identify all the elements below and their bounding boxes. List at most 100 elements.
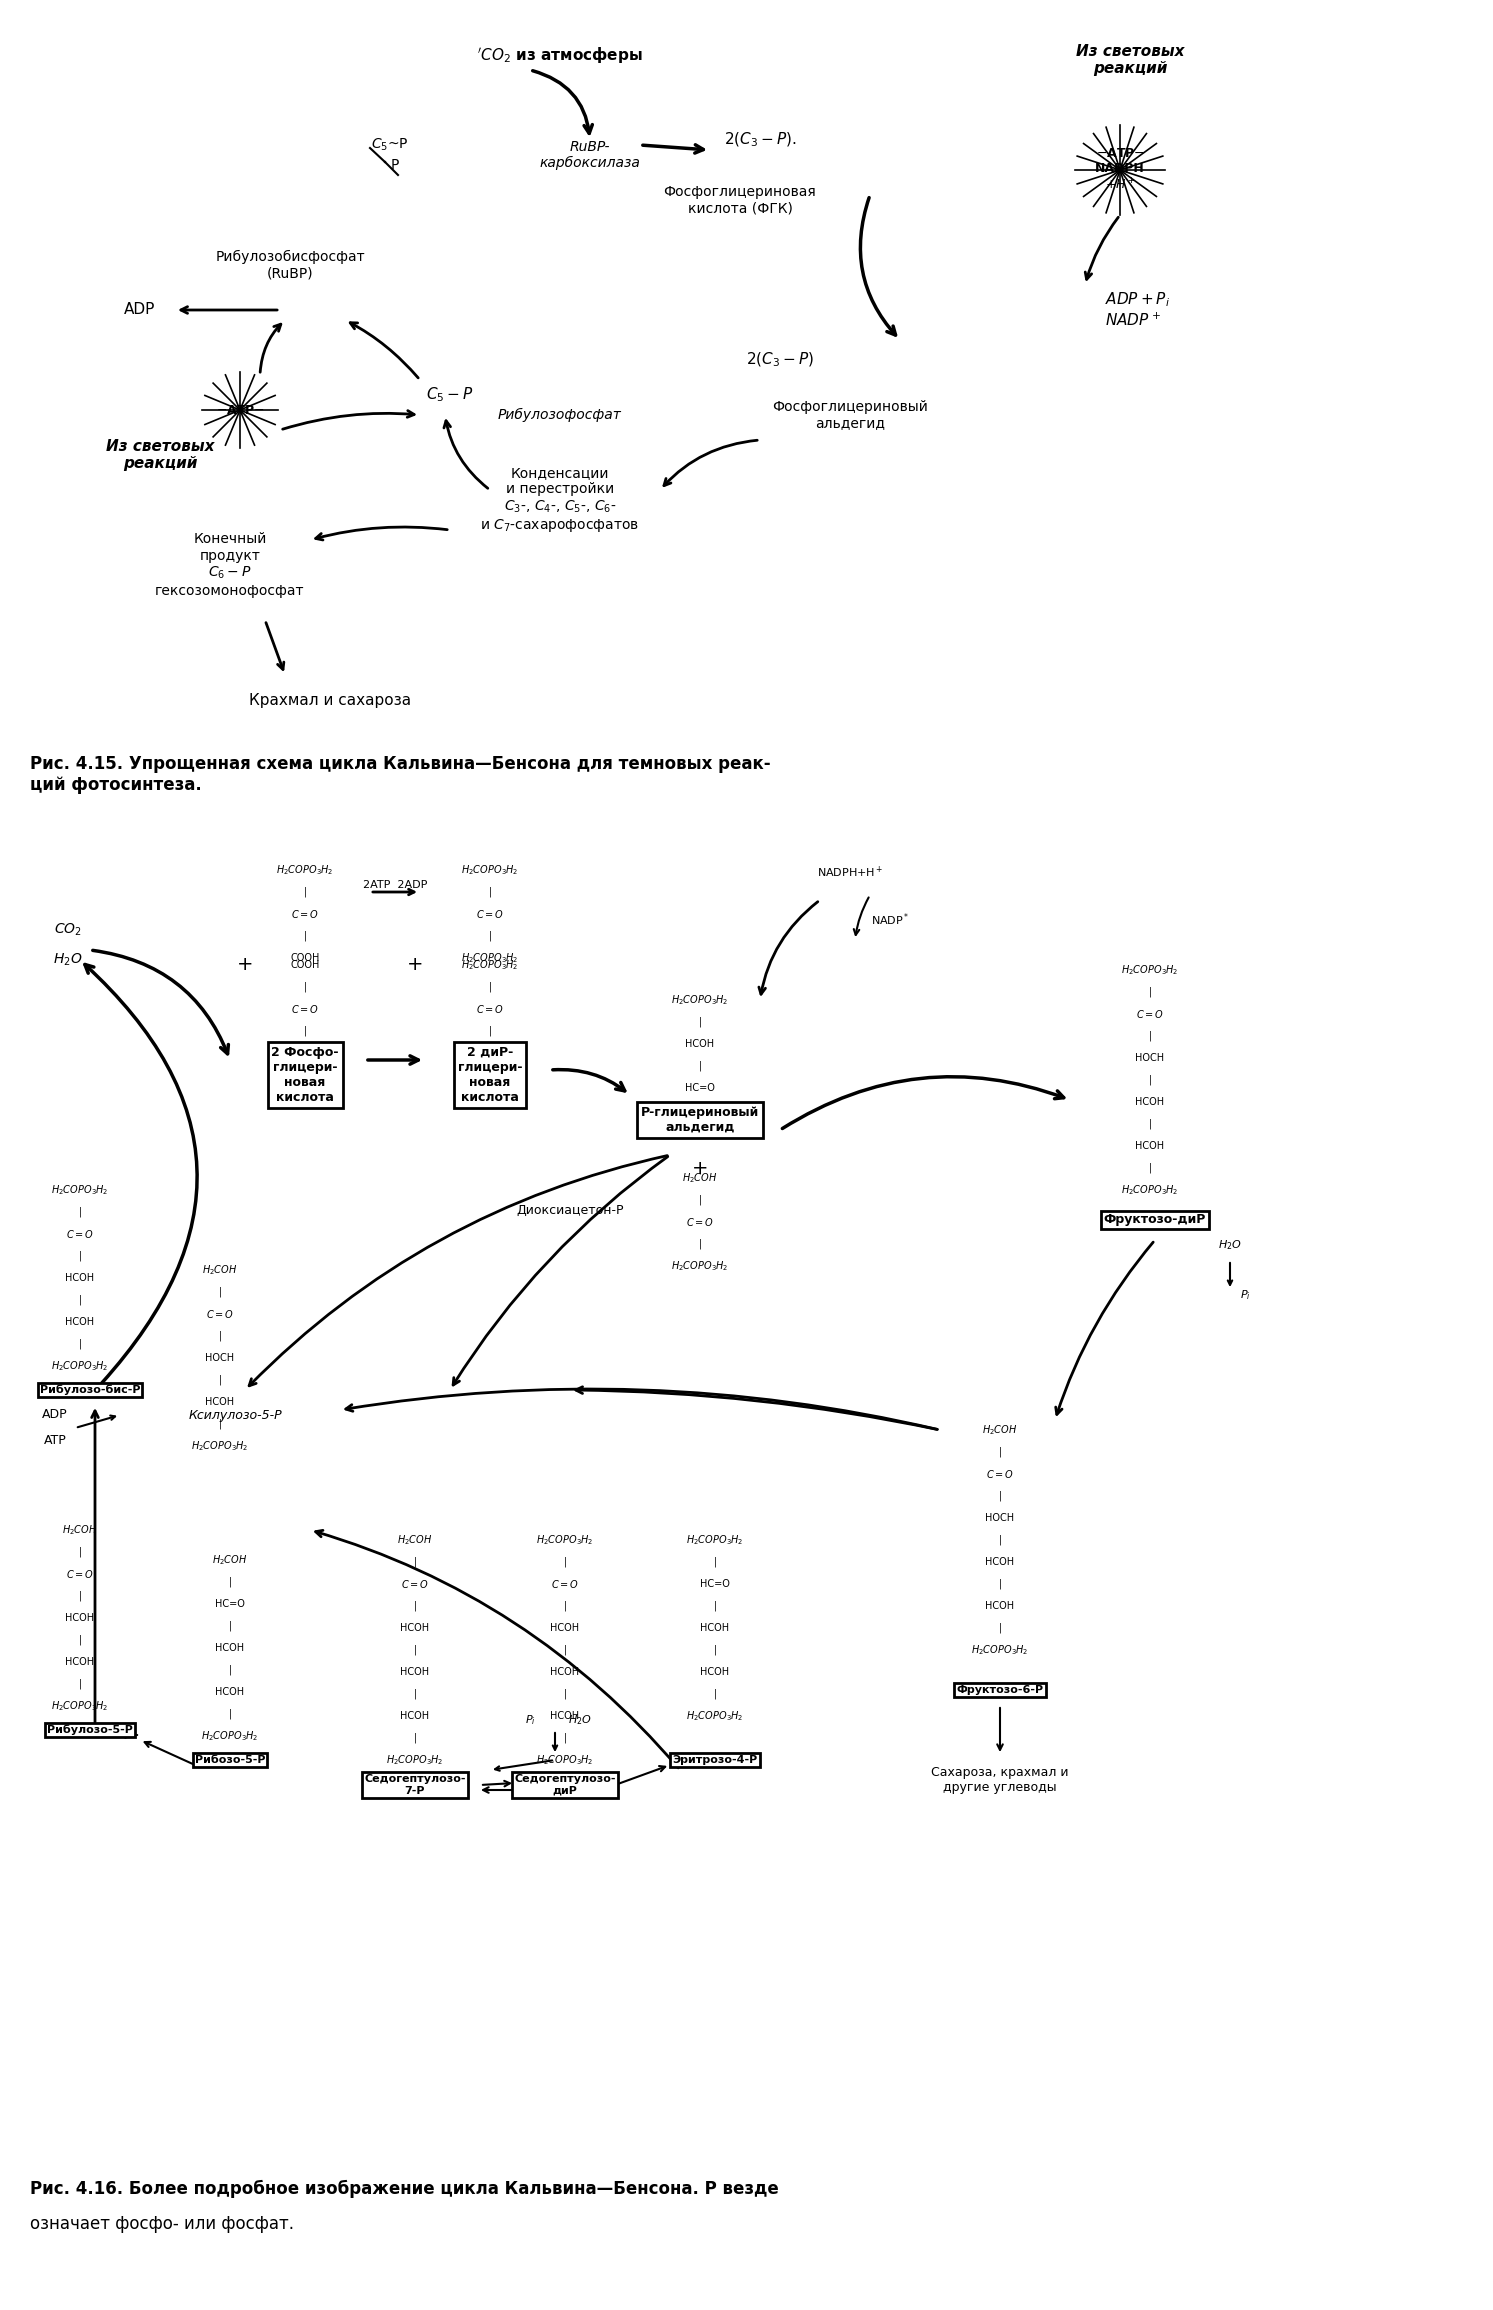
Text: $|$: $|$	[78, 1677, 82, 1691]
Text: $H_2COPO_3H_2$: $H_2COPO_3H_2$	[202, 1730, 258, 1744]
Text: 2 диР-
глицери-
новая
кислота: 2 диР- глицери- новая кислота	[458, 1046, 523, 1104]
FancyArrowPatch shape	[346, 1388, 938, 1430]
Text: $P_i$: $P_i$	[1239, 1289, 1251, 1303]
Text: Фосфоглицериновый
альдегид: Фосфоглицериновый альдегид	[772, 400, 929, 430]
Text: HCOH: HCOH	[985, 1601, 1015, 1610]
Text: $C=O$: $C=O$	[551, 1578, 579, 1589]
FancyArrowPatch shape	[496, 1760, 552, 1772]
Text: $|$: $|$	[699, 1014, 702, 1028]
Text: $|$: $|$	[228, 1575, 231, 1589]
Text: $H_2O$: $H_2O$	[54, 952, 82, 968]
Text: $|$: $|$	[228, 1707, 231, 1721]
Text: $H_2COPO_3H_2$: $H_2COPO_3H_2$	[1121, 963, 1179, 977]
FancyArrowPatch shape	[78, 1416, 115, 1428]
Text: HCOH: HCOH	[400, 1624, 430, 1633]
Text: HCOH: HCOH	[400, 1712, 430, 1721]
Text: $H_2COH$: $H_2COH$	[397, 1534, 433, 1548]
Text: $C=O$: $C=O$	[1136, 1007, 1165, 1021]
Text: $H_2COH$: $H_2COH$	[63, 1522, 97, 1536]
Text: $|$: $|$	[218, 1284, 222, 1298]
FancyArrowPatch shape	[997, 1707, 1003, 1751]
Text: $|$: $|$	[563, 1730, 567, 1744]
Text: Сахароза, крахмал и
другие углеводы: Сахароза, крахмал и другие углеводы	[932, 1767, 1069, 1795]
Text: $H_2COPO_3H_2$: $H_2COPO_3H_2$	[276, 1046, 334, 1060]
Text: +: +	[237, 956, 254, 975]
Text: Фруктозо-6-Р: Фруктозо-6-Р	[957, 1684, 1044, 1696]
Text: $H_2COPO_3H_2$: $H_2COPO_3H_2$	[51, 1358, 109, 1372]
Text: $|$: $|$	[714, 1686, 717, 1700]
Text: Рибулозо-5-Р: Рибулозо-5-Р	[48, 1726, 133, 1735]
Text: $H_2COPO_3H_2$: $H_2COPO_3H_2$	[276, 864, 334, 878]
Text: Седогептулозо-
7-Р: Седогептулозо- 7-Р	[364, 1774, 466, 1795]
Text: HCOH: HCOH	[551, 1624, 579, 1633]
Text: Рис. 4.16. Более подробное изображение цикла Кальвина—Бенсона. Р везде: Рис. 4.16. Более подробное изображение ц…	[30, 2181, 779, 2199]
FancyArrowPatch shape	[260, 323, 281, 372]
Text: $|$: $|$	[488, 929, 493, 942]
Text: $-$ATP$-$: $-$ATP$-$	[215, 404, 264, 416]
Text: $|$: $|$	[488, 1023, 493, 1037]
Text: +: +	[406, 956, 423, 975]
FancyArrowPatch shape	[85, 966, 197, 1384]
Text: $H_2COH$: $H_2COH$	[212, 1552, 248, 1566]
Text: $C=O$: $C=O$	[291, 908, 320, 919]
Text: $C=O$: $C=O$	[206, 1307, 234, 1319]
Text: $H_2COH$: $H_2COH$	[682, 1171, 718, 1185]
Text: $C_5-P$: $C_5-P$	[426, 386, 473, 404]
Text: $|$: $|$	[1148, 1028, 1153, 1044]
Text: Из световых
реакций: Из световых реакций	[1076, 44, 1184, 76]
Text: $H_2COPO_3H_2$: $H_2COPO_3H_2$	[191, 1439, 249, 1453]
FancyArrowPatch shape	[315, 1529, 678, 1767]
Text: HCOH: HCOH	[551, 1712, 579, 1721]
Text: $H_2COPO_3H_2$: $H_2COPO_3H_2$	[687, 1534, 744, 1548]
Text: $|$: $|$	[78, 1545, 82, 1559]
FancyArrowPatch shape	[618, 1767, 666, 1783]
Text: $|$: $|$	[997, 1490, 1002, 1504]
Text: $C=O$: $C=O$	[402, 1578, 428, 1589]
Text: $|$: $|$	[414, 1730, 417, 1744]
FancyArrowPatch shape	[452, 1157, 667, 1386]
Text: Крахмал и сахароза: Крахмал и сахароза	[249, 693, 411, 707]
Text: $|$: $|$	[699, 1236, 702, 1252]
Text: Диоксиацетон-Р: Диоксиацетон-Р	[517, 1204, 624, 1217]
Text: $|$: $|$	[218, 1328, 222, 1342]
Text: $|$: $|$	[1148, 1118, 1153, 1132]
FancyArrowPatch shape	[351, 323, 418, 379]
Text: $C=O$: $C=O$	[476, 1003, 505, 1014]
Text: Фосфоглицериновая
кислота (ФГК): Фосфоглицериновая кислота (ФГК)	[663, 185, 817, 215]
Text: Рис. 4.15. Упрощенная схема цикла Кальвина—Бенсона для темновых реак-
ций фотоси: Рис. 4.15. Упрощенная схема цикла Кальви…	[30, 755, 770, 795]
Text: ADP: ADP	[42, 1409, 67, 1421]
Text: Рибулозобисфосфат
(RuBP): Рибулозобисфосфат (RuBP)	[215, 249, 364, 280]
FancyArrowPatch shape	[119, 1732, 137, 1737]
Text: HCOH: HCOH	[400, 1668, 430, 1677]
FancyArrowPatch shape	[367, 1056, 418, 1065]
Text: $|$: $|$	[488, 979, 493, 993]
Text: $H_2COPO_3H_2$: $H_2COPO_3H_2$	[51, 1700, 109, 1714]
Text: HC=O: HC=O	[685, 1083, 715, 1093]
FancyArrowPatch shape	[854, 896, 869, 936]
Text: $|$: $|$	[997, 1446, 1002, 1460]
Text: $|$: $|$	[303, 979, 308, 993]
Text: Конечный
продукт
$C_6-P$
гексозомонофосфат: Конечный продукт $C_6-P$ гексозомонофосф…	[155, 531, 305, 598]
Text: Эритрозо-4-Р: Эритрозо-4-Р	[672, 1756, 757, 1765]
Text: $|$: $|$	[228, 1663, 231, 1677]
Text: $'CO_2$ из атмосферы: $'CO_2$ из атмосферы	[478, 44, 643, 65]
FancyArrowPatch shape	[145, 1742, 193, 1765]
FancyArrowPatch shape	[576, 1386, 938, 1430]
Text: $H_2COPO_3H_2$: $H_2COPO_3H_2$	[972, 1642, 1029, 1656]
Text: означает фосфо- или фосфат.: означает фосфо- или фосфат.	[30, 2215, 294, 2234]
Text: COOH: COOH	[290, 961, 320, 970]
Text: $|$: $|$	[1148, 984, 1153, 998]
FancyArrowPatch shape	[664, 441, 757, 485]
FancyArrowPatch shape	[93, 949, 228, 1053]
Text: $C=O$: $C=O$	[476, 908, 505, 919]
Text: $|$: $|$	[563, 1686, 567, 1700]
Text: Рибозо-5-Р: Рибозо-5-Р	[194, 1756, 266, 1765]
Text: $C=O$: $C=O$	[66, 1568, 94, 1580]
Text: Седогептулозо-
диР: Седогептулозо- диР	[514, 1774, 615, 1795]
Text: $-$ATP$-$
NADPH
$+H^+$: $-$ATP$-$ NADPH $+H^+$	[1096, 148, 1145, 192]
Text: $H_2COPO_3H_2$: $H_2COPO_3H_2$	[51, 1183, 109, 1197]
Text: HCOH: HCOH	[700, 1624, 730, 1633]
Text: $|$: $|$	[78, 1294, 82, 1307]
Text: $H_2COPO_3H_2$: $H_2COPO_3H_2$	[387, 1753, 443, 1767]
Text: 2 Фосфо-
глицери-
новая
кислота: 2 Фосфо- глицери- новая кислота	[272, 1046, 339, 1104]
